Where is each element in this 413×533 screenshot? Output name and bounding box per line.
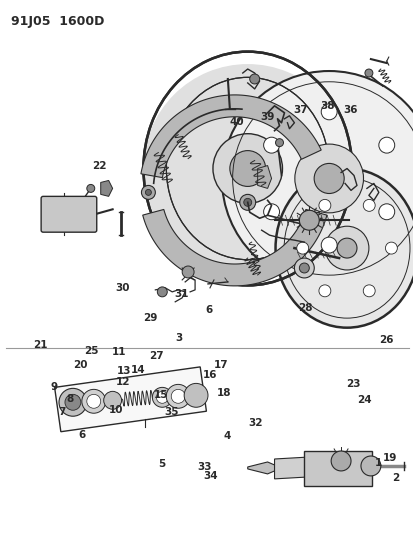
Text: 21: 21 — [33, 340, 47, 350]
Bar — [304, 451, 371, 486]
Circle shape — [299, 211, 318, 230]
Polygon shape — [247, 462, 274, 474]
Text: 13: 13 — [116, 367, 131, 376]
Polygon shape — [274, 457, 309, 479]
Text: 20: 20 — [73, 360, 88, 369]
Circle shape — [65, 394, 81, 410]
Text: 35: 35 — [164, 407, 179, 417]
Circle shape — [299, 263, 309, 273]
Text: 4: 4 — [223, 431, 230, 441]
Text: 31: 31 — [174, 289, 188, 299]
Text: 7: 7 — [58, 407, 66, 417]
Circle shape — [249, 74, 259, 84]
Text: 15: 15 — [153, 390, 168, 400]
Circle shape — [212, 134, 282, 203]
Circle shape — [171, 389, 185, 403]
Circle shape — [313, 164, 343, 193]
Text: 37: 37 — [293, 105, 307, 115]
Circle shape — [360, 456, 380, 476]
Circle shape — [318, 199, 330, 211]
Text: 2: 2 — [392, 473, 399, 482]
Circle shape — [385, 242, 396, 254]
Circle shape — [263, 204, 279, 220]
FancyBboxPatch shape — [41, 196, 97, 232]
Circle shape — [229, 151, 265, 187]
Text: 16: 16 — [202, 370, 217, 380]
Text: 22: 22 — [92, 161, 106, 171]
Text: 30: 30 — [115, 282, 130, 293]
Text: 25: 25 — [83, 346, 98, 357]
Circle shape — [330, 451, 350, 471]
Circle shape — [378, 137, 394, 153]
Circle shape — [243, 198, 251, 206]
Polygon shape — [142, 209, 326, 286]
Circle shape — [82, 389, 105, 413]
Ellipse shape — [275, 168, 413, 328]
Circle shape — [103, 391, 121, 409]
Circle shape — [320, 104, 336, 120]
Circle shape — [263, 137, 279, 153]
Circle shape — [362, 285, 374, 297]
Circle shape — [296, 242, 308, 254]
Circle shape — [318, 285, 330, 297]
Circle shape — [275, 139, 283, 147]
Text: 29: 29 — [143, 313, 157, 324]
Circle shape — [221, 71, 413, 286]
Text: 11: 11 — [111, 348, 126, 358]
Text: 10: 10 — [109, 405, 123, 415]
Text: 23: 23 — [345, 379, 359, 389]
Text: 12: 12 — [115, 377, 130, 387]
Text: 40: 40 — [229, 117, 243, 127]
Text: 33: 33 — [197, 462, 212, 472]
Circle shape — [87, 184, 95, 192]
Circle shape — [364, 69, 372, 77]
Circle shape — [87, 394, 100, 408]
Polygon shape — [257, 166, 271, 188]
Text: 18: 18 — [216, 387, 231, 398]
Circle shape — [152, 387, 172, 407]
Circle shape — [156, 391, 168, 403]
Text: 14: 14 — [130, 365, 145, 375]
Circle shape — [157, 287, 167, 297]
Text: 32: 32 — [248, 418, 262, 429]
Circle shape — [325, 226, 368, 270]
Polygon shape — [100, 181, 112, 196]
Polygon shape — [55, 367, 206, 432]
Text: 9: 9 — [50, 382, 57, 392]
Circle shape — [336, 238, 356, 258]
Circle shape — [59, 389, 87, 416]
Circle shape — [184, 383, 207, 407]
Circle shape — [362, 199, 374, 211]
Circle shape — [378, 204, 394, 220]
Text: 36: 36 — [342, 105, 356, 115]
Circle shape — [294, 258, 313, 278]
Text: 8: 8 — [66, 394, 74, 404]
Text: 28: 28 — [298, 303, 312, 313]
Text: 34: 34 — [203, 471, 218, 481]
Text: 5: 5 — [158, 459, 165, 469]
Polygon shape — [140, 95, 320, 177]
Circle shape — [166, 384, 190, 408]
Circle shape — [182, 266, 194, 278]
Text: 3: 3 — [175, 333, 182, 343]
Text: 38: 38 — [319, 101, 334, 111]
Text: 26: 26 — [378, 335, 392, 345]
Text: 19: 19 — [382, 454, 396, 463]
Text: 24: 24 — [356, 395, 370, 405]
Text: 27: 27 — [149, 351, 164, 361]
Circle shape — [239, 195, 255, 211]
Circle shape — [145, 189, 151, 196]
Text: 17: 17 — [214, 360, 228, 369]
Circle shape — [294, 144, 363, 213]
Circle shape — [141, 185, 155, 199]
Text: 1: 1 — [374, 458, 382, 467]
Text: 91J05  1600D: 91J05 1600D — [11, 15, 104, 28]
Wedge shape — [143, 64, 351, 273]
Text: 39: 39 — [260, 112, 274, 122]
Circle shape — [320, 237, 336, 253]
Text: 6: 6 — [78, 430, 85, 440]
Text: 6: 6 — [205, 305, 212, 315]
